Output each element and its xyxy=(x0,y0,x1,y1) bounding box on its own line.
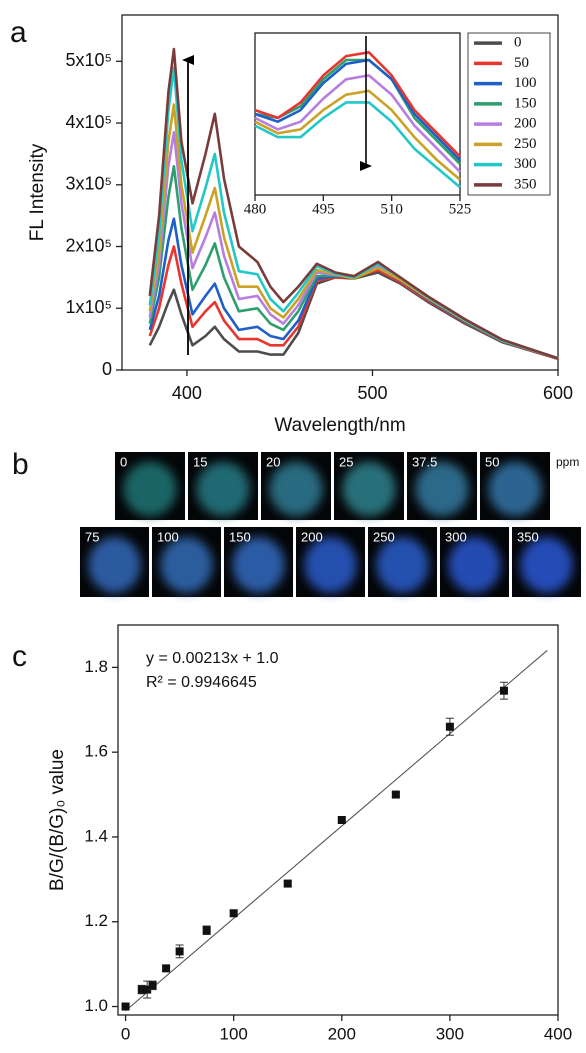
legend-label: 350 xyxy=(514,176,537,192)
x-tick-label: 100 xyxy=(219,1024,247,1043)
y-tick-label: 1.4 xyxy=(84,826,108,845)
y-tick-label: 3x10⁵ xyxy=(66,174,113,194)
y-tick-label: 1x10⁵ xyxy=(66,297,113,317)
series-line xyxy=(148,245,559,361)
droplet xyxy=(160,537,213,593)
y-tick-label: 1.2 xyxy=(84,911,108,930)
series-line xyxy=(254,58,461,162)
y-tick-label: 4x10⁵ xyxy=(66,112,113,132)
series-line xyxy=(254,101,461,189)
data-point xyxy=(148,981,157,990)
series-line xyxy=(254,58,461,166)
photo-label: 20 xyxy=(266,454,280,469)
droplet xyxy=(520,537,573,593)
y-tick-label: 0 xyxy=(102,359,112,379)
series-line xyxy=(148,103,559,360)
x-tick-label: 200 xyxy=(328,1024,356,1043)
photo-label: 15 xyxy=(193,454,207,469)
droplet xyxy=(88,537,141,593)
droplet xyxy=(232,537,285,593)
y-tick-label: 5x10⁵ xyxy=(66,50,113,70)
panel-label: a xyxy=(10,16,27,49)
droplet xyxy=(304,537,357,593)
x-tick-label: 510 xyxy=(380,201,403,217)
data-point xyxy=(283,879,292,888)
data-point xyxy=(162,964,171,973)
series-line xyxy=(254,74,461,173)
photo-label: 200 xyxy=(301,529,323,544)
photo-label: 37.5 xyxy=(412,454,437,469)
panel-label: b xyxy=(12,448,29,481)
unit-label: ppm xyxy=(556,455,579,469)
droplet xyxy=(196,461,250,517)
series-line xyxy=(254,51,461,158)
x-tick-label: 400 xyxy=(172,383,202,403)
series-line xyxy=(148,271,559,361)
legend-box xyxy=(467,32,551,196)
legend-label: 150 xyxy=(514,95,537,111)
y-axis-label: B/G/(B/G)₀ value xyxy=(47,749,68,891)
data-point xyxy=(229,909,238,918)
y-tick-label: 1.0 xyxy=(84,996,108,1015)
data-point xyxy=(337,816,346,824)
data-point xyxy=(121,1002,130,1011)
droplet xyxy=(488,461,542,517)
annotation: R² = 0.9946645 xyxy=(146,674,257,691)
x-tick-label: 400 xyxy=(544,1024,572,1043)
x-tick-label: 0 xyxy=(121,1024,130,1043)
data-point xyxy=(499,686,508,695)
x-tick-label: 300 xyxy=(436,1024,464,1043)
x-tick-label: 525 xyxy=(449,201,472,217)
legend-label: 100 xyxy=(514,75,537,91)
x-tick-label: 480 xyxy=(244,201,267,217)
plot-frame xyxy=(121,14,559,371)
y-tick-label: 1.8 xyxy=(84,657,108,676)
data-point xyxy=(202,926,211,935)
x-axis-label: Wavelength/nm xyxy=(274,415,405,436)
legend-label: 50 xyxy=(514,55,529,71)
droplet xyxy=(376,537,429,593)
data-point xyxy=(137,985,146,994)
panel-label: c xyxy=(12,640,27,673)
photo-label: 0 xyxy=(120,454,127,469)
y-tick-label: 1.6 xyxy=(84,742,108,761)
series-line xyxy=(254,89,461,181)
x-tick-label: 495 xyxy=(312,201,335,217)
photo-label: 150 xyxy=(229,529,251,544)
y-tick-label: 2x10⁵ xyxy=(66,235,113,255)
photo-label: 350 xyxy=(517,529,539,544)
legend-label: 300 xyxy=(514,156,537,172)
data-point xyxy=(445,722,454,731)
droplet xyxy=(415,461,469,517)
legend-label: 0 xyxy=(514,35,522,51)
series-line xyxy=(148,47,559,360)
photo-label: 100 xyxy=(157,529,179,544)
droplet xyxy=(448,537,501,593)
data-point xyxy=(175,947,184,956)
photo-label: 25 xyxy=(339,454,353,469)
y-axis-label: FL Intensity xyxy=(27,143,48,241)
x-tick-label: 600 xyxy=(543,383,573,403)
photo-label: 75 xyxy=(85,529,99,544)
plot-frame xyxy=(117,624,559,1016)
photo-label: 50 xyxy=(485,454,499,469)
droplet xyxy=(123,461,177,517)
photo-label: 250 xyxy=(373,529,395,544)
data-point xyxy=(391,790,400,799)
droplet xyxy=(269,461,323,517)
droplet xyxy=(342,461,396,517)
legend-label: 200 xyxy=(514,116,537,132)
fit-line xyxy=(125,650,548,1012)
legend-label: 250 xyxy=(514,136,537,152)
x-tick-label: 500 xyxy=(357,383,387,403)
data-point xyxy=(143,985,152,994)
photo-label: 300 xyxy=(445,529,467,544)
annotation: y = 0.00213x + 1.0 xyxy=(146,650,279,667)
